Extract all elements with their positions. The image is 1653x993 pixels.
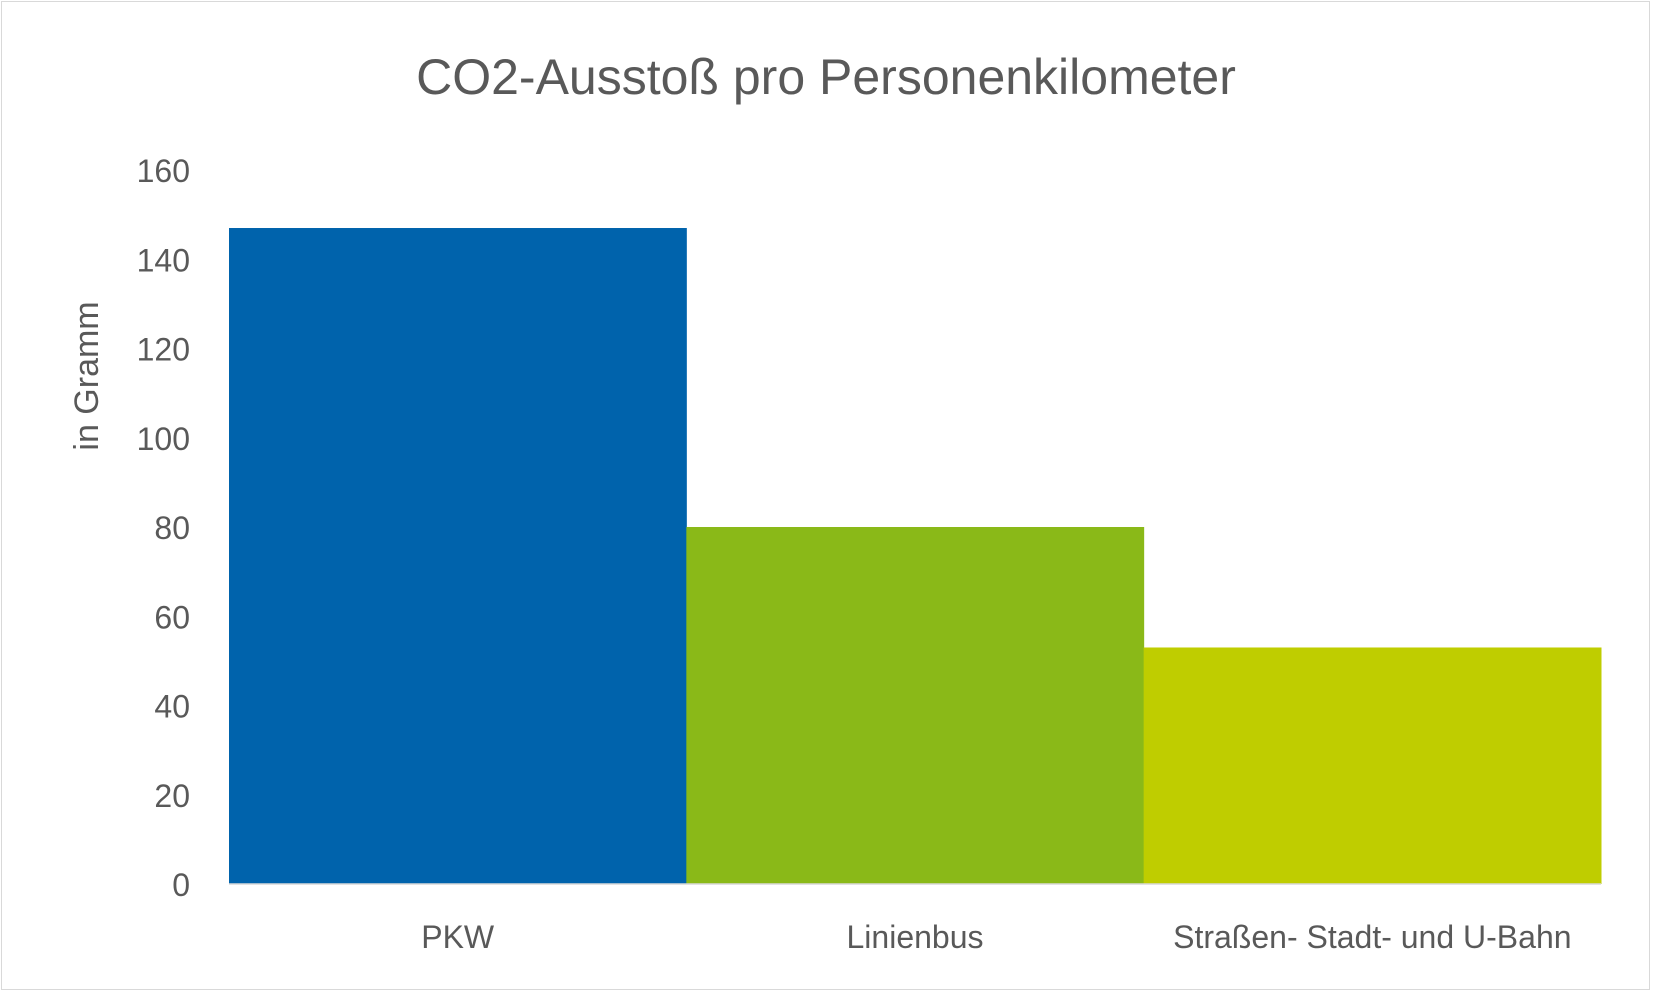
y-tick-label: 120 bbox=[137, 332, 190, 368]
bar-1 bbox=[686, 527, 1145, 884]
x-tick-label: Straßen- Stadt- und U-Bahn bbox=[1173, 919, 1571, 955]
y-tick-label: 140 bbox=[137, 242, 190, 278]
y-tick-label: 40 bbox=[154, 689, 190, 725]
x-tick-label: PKW bbox=[421, 919, 495, 955]
x-tick-label: Linienbus bbox=[847, 919, 984, 955]
y-tick-label: 80 bbox=[154, 510, 190, 546]
y-tick-label: 100 bbox=[137, 421, 190, 457]
y-tick-label: 20 bbox=[154, 778, 190, 814]
y-tick-label: 160 bbox=[137, 153, 190, 189]
y-tick-label: 0 bbox=[172, 867, 190, 903]
chart-title: CO2-Ausstoß pro Personenkilometer bbox=[416, 49, 1236, 105]
bar-2 bbox=[1143, 647, 1602, 884]
bar-0 bbox=[229, 228, 687, 884]
y-axis-label: in Gramm bbox=[68, 301, 106, 450]
y-tick-label: 60 bbox=[154, 599, 190, 635]
